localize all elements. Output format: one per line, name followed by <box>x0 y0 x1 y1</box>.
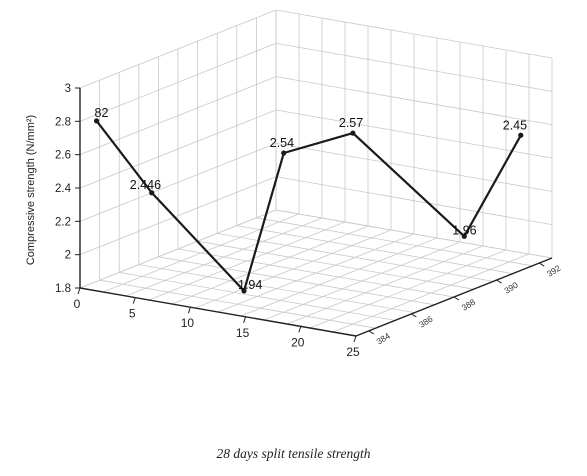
x-tick-mark <box>132 297 136 304</box>
floor-gridline <box>138 264 415 313</box>
data-point <box>461 233 467 239</box>
data-label: 1.96 <box>452 223 476 237</box>
data-label: 82 <box>95 106 109 120</box>
depth-tick-label: 386 <box>417 314 435 330</box>
data-label: 2.54 <box>270 136 294 150</box>
x-tick-mark <box>298 326 302 333</box>
floor-gridline <box>256 217 533 267</box>
depth-tick-label: 388 <box>460 297 478 313</box>
chart-grid <box>79 9 553 337</box>
floor-gridline <box>197 240 474 290</box>
floor-gridline <box>119 272 396 321</box>
y-tick-label: 2.8 <box>55 116 71 128</box>
data-point <box>93 118 100 124</box>
data-label: 2.446 <box>130 178 161 192</box>
chart-caption: 28 days split tensile strength <box>216 446 371 461</box>
x-tick-label: 0 <box>74 297 81 311</box>
floor-gridline <box>177 248 455 298</box>
y-tick-label: 2.6 <box>55 150 71 162</box>
floor-gridline <box>99 279 376 329</box>
x-tick-mark <box>77 287 81 295</box>
floor-gridline <box>217 233 494 282</box>
x-tick-mark <box>353 335 357 343</box>
data-point <box>350 130 356 136</box>
depth-tick-mark <box>538 262 545 267</box>
chart-labels: 1.8 2 2.2 2.4 2.6 2.8 3 0 5 10 15 20 25 384 386 388 390 3… <box>55 83 563 359</box>
x-tick-mark <box>243 316 247 323</box>
y-tick-label: 2.4 <box>55 183 72 195</box>
y-tick-label: 2 <box>65 250 71 262</box>
chart-axes <box>75 87 553 343</box>
floor-gridline <box>275 209 553 259</box>
depth-tick-label: 390 <box>502 280 520 296</box>
depth-tick-label: 392 <box>545 263 563 279</box>
y-axis-label: Compressive strength (N/mm²) <box>25 115 37 265</box>
y-tick-label: 1.8 <box>55 283 71 295</box>
x-tick-label: 20 <box>291 335 305 349</box>
x-tick-label: 25 <box>346 345 360 359</box>
floor-gridline <box>236 225 513 274</box>
x-tick-mark <box>187 307 191 314</box>
y-tick-label: 3 <box>65 83 71 95</box>
depth-tick-mark <box>496 279 502 284</box>
series-line <box>95 120 522 292</box>
x-tick-label: 15 <box>236 326 250 340</box>
x-tick-label: 10 <box>181 316 195 330</box>
depth-tick-mark <box>453 296 460 301</box>
x-tick-label: 5 <box>129 307 136 321</box>
data-label: 2.45 <box>503 118 527 132</box>
data-point <box>149 190 155 196</box>
floor-gridline <box>158 256 435 306</box>
data-point <box>281 150 287 156</box>
data-label: 1.94 <box>238 278 262 292</box>
data-label: 2.57 <box>339 116 363 130</box>
depth-tick-label: 384 <box>375 330 393 346</box>
data-point <box>518 132 524 138</box>
chart-series <box>93 118 524 294</box>
data-point <box>241 288 247 294</box>
depth-tick-mark <box>368 330 375 335</box>
y-tick-label: 2.2 <box>55 216 71 228</box>
x-axis-line <box>79 287 357 337</box>
depth-tick-mark <box>411 313 417 318</box>
